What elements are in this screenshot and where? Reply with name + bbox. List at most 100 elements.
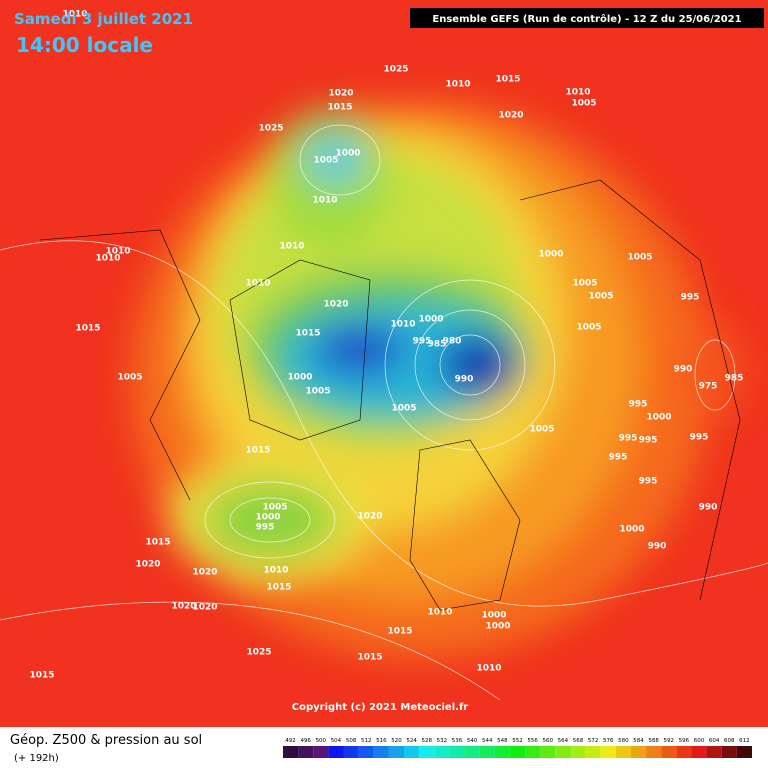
colorbar-swatch xyxy=(283,746,299,758)
pressure-label: 1000 xyxy=(619,525,644,535)
colorbar-swatch xyxy=(736,746,752,758)
colorbar-swatch xyxy=(570,746,586,758)
pressure-label: 1010 xyxy=(476,664,501,674)
pressure-label: 1010 xyxy=(565,88,590,98)
colorbar-swatch xyxy=(464,746,480,758)
pressure-label: 995 xyxy=(690,433,709,443)
pressure-label: 980 xyxy=(443,337,462,347)
colorbar-swatch xyxy=(479,746,495,758)
colorbar-swatch xyxy=(358,746,374,758)
pressure-label: 1025 xyxy=(246,648,271,658)
colorbar-label: 504 xyxy=(331,738,342,744)
footer-title: Géop. Z500 & pression au sol xyxy=(10,733,202,748)
date: Samedi 3 juillet 2021 xyxy=(14,10,193,28)
colorbar-swatch xyxy=(509,746,526,758)
colorbar-label: 592 xyxy=(664,738,675,744)
colorbar-label: 492 xyxy=(285,738,296,744)
header-box xyxy=(410,8,764,28)
pressure-label: 1020 xyxy=(498,111,523,121)
pressure-label: 1005 xyxy=(571,99,596,109)
colorbar-label: 560 xyxy=(543,738,554,744)
pressure-label: 1000 xyxy=(335,149,360,159)
field xyxy=(0,0,768,727)
pressure-label: 985 xyxy=(428,340,447,350)
pressure-label: 1010 xyxy=(445,80,470,90)
colorbar-swatch xyxy=(600,746,616,758)
colorbar-swatch xyxy=(388,746,405,758)
pressure-label: 1010 xyxy=(62,10,87,20)
colorbar: 492 496 500 504 508 512 516 520 524 528 532 536 540 5… xyxy=(283,738,752,758)
pressure-label: 1005 xyxy=(117,373,142,383)
pressure-label: 1025 xyxy=(258,124,283,134)
pressure-label: 1005 xyxy=(305,387,330,397)
pressure-label: 1005 xyxy=(391,404,416,414)
colorbar-label: 520 xyxy=(391,738,402,744)
colorbar-swatch xyxy=(585,746,601,758)
colorbar-label: 528 xyxy=(421,738,432,744)
pressure-label: 990 xyxy=(674,365,693,375)
pressure-label: 1010 xyxy=(105,247,130,257)
colorbar-label: 548 xyxy=(497,738,508,744)
pressure-label: 1010 xyxy=(427,608,452,618)
pressure-label: 1005 xyxy=(588,292,613,302)
pressure-label: 1015 xyxy=(245,446,270,456)
time: 14:00 locale xyxy=(16,33,153,57)
colorbar-label: 508 xyxy=(346,738,357,744)
pressure-label: 990 xyxy=(455,375,474,385)
pressure-label: 1020 xyxy=(323,300,348,310)
pressure-label: 1015 xyxy=(387,627,412,637)
pressure-label: 1020 xyxy=(192,603,217,613)
pressure-label: 975 xyxy=(699,382,718,392)
pressure-label: 995 xyxy=(413,337,432,347)
pressure-label: 1000 xyxy=(255,513,280,523)
pressure-label: 995 xyxy=(619,434,638,444)
colorbar-swatch xyxy=(449,746,465,758)
colorbar-swatch xyxy=(540,746,556,758)
colorbar-swatch xyxy=(373,746,389,758)
colorbar-label: 540 xyxy=(467,738,478,744)
pressure-label: 1010 xyxy=(312,196,337,206)
pressure-label: 1005 xyxy=(262,503,287,513)
colorbar-swatch xyxy=(343,746,359,758)
colorbar-label: 568 xyxy=(573,738,584,744)
pressure-label: 1015 xyxy=(75,324,100,334)
colorbar-swatch xyxy=(555,746,571,758)
colorbar-label: 584 xyxy=(633,738,644,744)
colorbar-label: 572 xyxy=(588,738,599,744)
colorbar-label: 608 xyxy=(724,738,735,744)
pressure-label: 1010 xyxy=(390,320,415,330)
pressure-label: 995 xyxy=(639,477,658,487)
colorbar-swatch xyxy=(706,746,722,758)
pressure-label: 1010 xyxy=(245,279,270,289)
pressure-label: 1015 xyxy=(295,329,320,339)
colorbar-label: 544 xyxy=(482,738,493,744)
pressure-label: 1010 xyxy=(279,242,304,252)
colorbar-swatch xyxy=(676,746,692,758)
pressure-label: 1000 xyxy=(287,373,312,383)
colorbar-label: 612 xyxy=(739,738,750,744)
pressure-label: 990 xyxy=(648,542,667,552)
colorbar-label: 596 xyxy=(679,738,690,744)
colorbar-label: 556 xyxy=(527,738,538,744)
pressure-label: 1015 xyxy=(495,75,520,85)
colorbar-label: 564 xyxy=(558,738,569,744)
pressure-label: 1000 xyxy=(418,315,443,325)
pressure-label: 1005 xyxy=(313,156,338,166)
colorbar-label: 516 xyxy=(376,738,387,744)
colorbar-label: 576 xyxy=(603,738,614,744)
pressure-label: 1010 xyxy=(95,254,120,264)
pressure-label: 1000 xyxy=(538,250,563,260)
colorbar-label: 500 xyxy=(316,738,327,744)
header: Ensemble GEFS (Run de contrôle) - 12 Z d… xyxy=(432,13,741,25)
pressure-label: 1005 xyxy=(529,425,554,435)
colorbar-swatch xyxy=(615,746,631,758)
pressure-label: 1020 xyxy=(192,568,217,578)
colorbar-swatch xyxy=(494,746,510,758)
pressure-label: 985 xyxy=(725,374,744,384)
pressure-label: 995 xyxy=(609,453,628,463)
pressure-label: 1005 xyxy=(576,323,601,333)
pressure-label: 1010 xyxy=(263,566,288,576)
colorbar-label: 552 xyxy=(512,738,523,744)
colorbar-swatch xyxy=(525,746,541,758)
